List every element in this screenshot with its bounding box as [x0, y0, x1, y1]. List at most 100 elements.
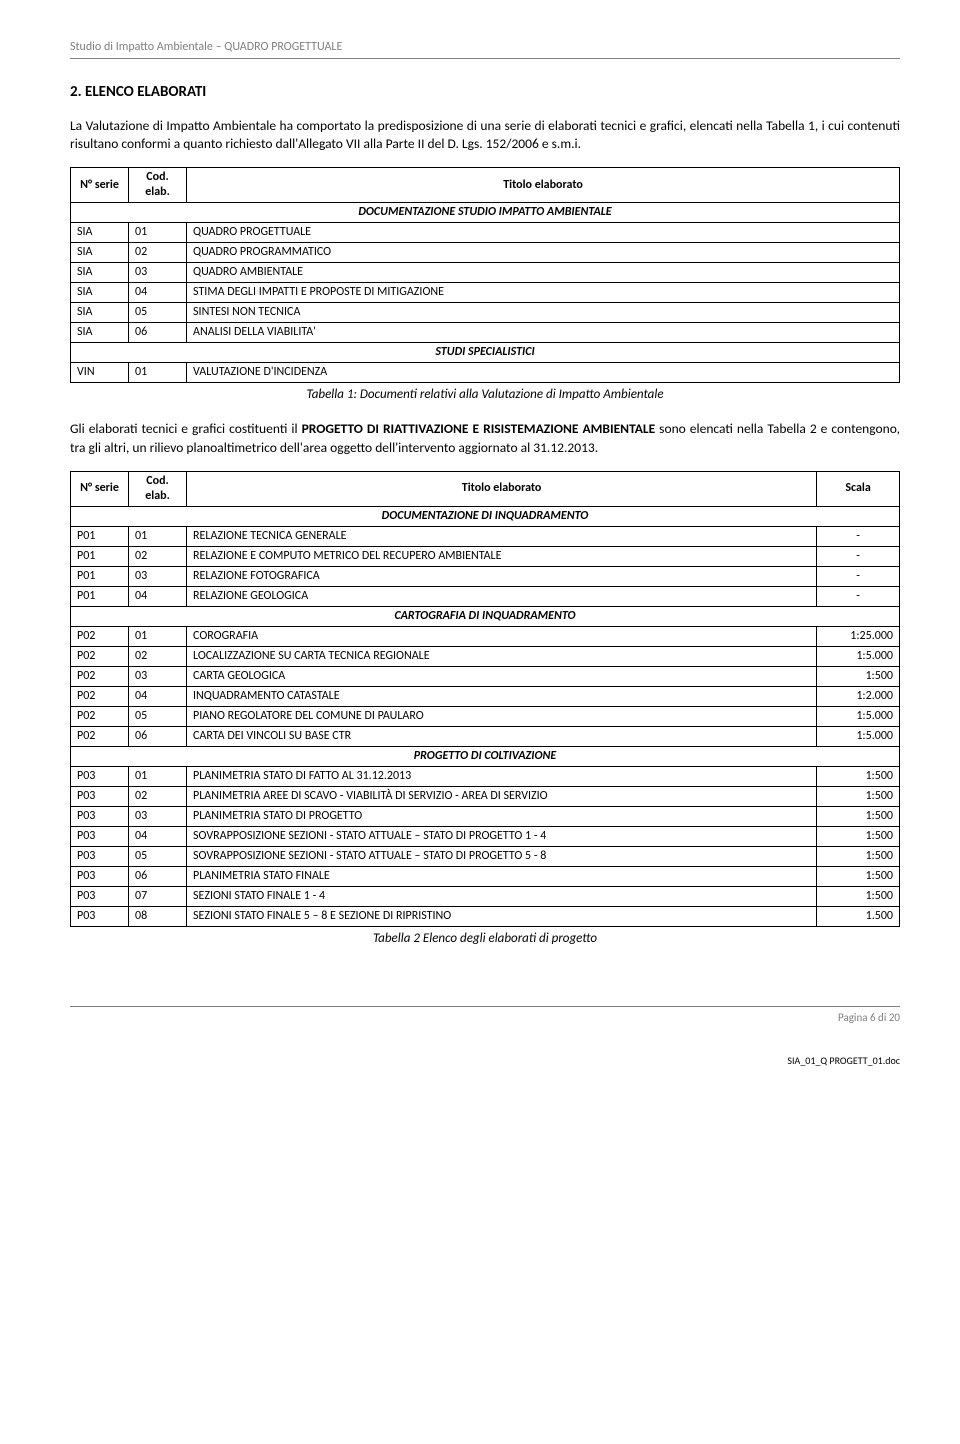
- para2-prefix: Gli elaborati tecnici e grafici costitue…: [70, 420, 302, 437]
- table-cell: CARTA DEI VINCOLI SU BASE CTR: [187, 726, 817, 746]
- table-cell: P02: [71, 706, 129, 726]
- table-cell: SIA: [71, 323, 129, 343]
- table-cell: RELAZIONE FOTOGRAFICA: [187, 566, 817, 586]
- section-title: 2. ELENCO ELABORATI: [70, 83, 900, 101]
- table-section-cell: STUDI SPECIALISTICI: [71, 343, 900, 363]
- table-cell: 06: [129, 726, 187, 746]
- table-row: SIA04STIMA DEGLI IMPATTI E PROPOSTE DI M…: [71, 283, 900, 303]
- table-cell: 01: [129, 766, 187, 786]
- table-cell: 04: [129, 283, 187, 303]
- table-row: SIA05SINTESI NON TECNICA: [71, 303, 900, 323]
- table-cell: 01: [129, 363, 187, 383]
- table-cell: QUADRO AMBIENTALE: [187, 263, 900, 283]
- table-cell: SINTESI NON TECNICA: [187, 303, 900, 323]
- table-cell: 1:5.000: [817, 646, 900, 666]
- table-cell: 03: [129, 806, 187, 826]
- table-section-cell: DOCUMENTAZIONE STUDIO IMPATTO AMBIENTALE: [71, 203, 900, 223]
- table-row: P0205PIANO REGOLATORE DEL COMUNE DI PAUL…: [71, 706, 900, 726]
- table-cell: PLANIMETRIA STATO DI FATTO AL 31.12.2013: [187, 766, 817, 786]
- table-section-row: DOCUMENTAZIONE STUDIO IMPATTO AMBIENTALE: [71, 203, 900, 223]
- table-cell: 02: [129, 646, 187, 666]
- table-cell: P02: [71, 626, 129, 646]
- table-cell: P01: [71, 526, 129, 546]
- table-row: P0102RELAZIONE E COMPUTO METRICO DEL REC…: [71, 546, 900, 566]
- table-cell: P02: [71, 666, 129, 686]
- table-cell: RELAZIONE E COMPUTO METRICO DEL RECUPERO…: [187, 546, 817, 566]
- table-cell: P03: [71, 786, 129, 806]
- table-cell: 03: [129, 263, 187, 283]
- para2-bold: PROGETTO DI RIATTIVAZIONE E RISISTEMAZIO…: [302, 420, 656, 437]
- table-cell: SIA: [71, 303, 129, 323]
- table-cell: 1:500: [817, 786, 900, 806]
- table-1: N° serie Cod. elab. Titolo elaborato DOC…: [70, 167, 900, 383]
- table-cell: PLANIMETRIA STATO DI PROGETTO: [187, 806, 817, 826]
- table-2: N° serie Cod. elab. Titolo elaborato Sca…: [70, 471, 900, 927]
- table-cell: P03: [71, 766, 129, 786]
- table-1-caption: Tabella 1: Documenti relativi alla Valut…: [70, 387, 900, 402]
- table-section-cell: DOCUMENTAZIONE DI INQUADRAMENTO: [71, 506, 900, 526]
- page-header: Studio di Impatto Ambientale – QUADRO PR…: [70, 40, 900, 59]
- table-row: SIA03QUADRO AMBIENTALE: [71, 263, 900, 283]
- table-cell: P03: [71, 866, 129, 886]
- t2-head-title: Titolo elaborato: [187, 471, 817, 506]
- t1-head-cod: Cod. elab.: [129, 168, 187, 203]
- table-row: P0101RELAZIONE TECNICA GENERALE-: [71, 526, 900, 546]
- table-cell: P03: [71, 906, 129, 926]
- table-cell: LOCALIZZAZIONE SU CARTA TECNICA REGIONAL…: [187, 646, 817, 666]
- table-2-caption: Tabella 2 Elenco degli elaborati di prog…: [70, 931, 900, 946]
- table-section-cell: PROGETTO DI COLTIVAZIONE: [71, 746, 900, 766]
- table-cell: SIA: [71, 263, 129, 283]
- table-cell: STIMA DEGLI IMPATTI E PROPOSTE DI MITIGA…: [187, 283, 900, 303]
- table-cell: 05: [129, 303, 187, 323]
- table-cell: SEZIONI STATO FINALE 1 - 4: [187, 886, 817, 906]
- t2-head-n: N° serie: [71, 471, 129, 506]
- table-cell: 07: [129, 886, 187, 906]
- table-cell: P03: [71, 846, 129, 866]
- table-cell: 04: [129, 826, 187, 846]
- table-cell: 1:500: [817, 766, 900, 786]
- table-cell: 06: [129, 866, 187, 886]
- table-cell: QUADRO PROGRAMMATICO: [187, 243, 900, 263]
- table-cell: P02: [71, 726, 129, 746]
- table-cell: PLANIMETRIA STATO FINALE: [187, 866, 817, 886]
- table-cell: -: [817, 546, 900, 566]
- table-cell: 04: [129, 586, 187, 606]
- table-section-row: CARTOGRAFIA DI INQUADRAMENTO: [71, 606, 900, 626]
- table-cell: 05: [129, 846, 187, 866]
- table-row: P0203CARTA GEOLOGICA1:500: [71, 666, 900, 686]
- table-cell: 03: [129, 666, 187, 686]
- table-section-row: STUDI SPECIALISTICI: [71, 343, 900, 363]
- table-row: P0206CARTA DEI VINCOLI SU BASE CTR1:5.00…: [71, 726, 900, 746]
- table-cell: P03: [71, 806, 129, 826]
- table-cell: 1:25.000: [817, 626, 900, 646]
- table-section-row: PROGETTO DI COLTIVAZIONE: [71, 746, 900, 766]
- table-row: P0306PLANIMETRIA STATO FINALE1:500: [71, 866, 900, 886]
- table-cell: RELAZIONE GEOLOGICA: [187, 586, 817, 606]
- table-cell: P01: [71, 566, 129, 586]
- table-cell: QUADRO PROGETTUALE: [187, 223, 900, 243]
- page-number: Pagina 6 di 20: [70, 1011, 900, 1024]
- table-cell: 06: [129, 323, 187, 343]
- intro-paragraph-2: Gli elaborati tecnici e grafici costitue…: [70, 420, 900, 456]
- table-cell: -: [817, 566, 900, 586]
- table-row: P0202LOCALIZZAZIONE SU CARTA TECNICA REG…: [71, 646, 900, 666]
- table-cell: 01: [129, 626, 187, 646]
- table-cell: 08: [129, 906, 187, 926]
- t1-head-title: Titolo elaborato: [187, 168, 900, 203]
- table-row: P0304SOVRAPPOSIZIONE SEZIONI - STATO ATT…: [71, 826, 900, 846]
- table-row: P0104RELAZIONE GEOLOGICA-: [71, 586, 900, 606]
- table-cell: SEZIONI STATO FINALE 5 – 8 E SEZIONE DI …: [187, 906, 817, 926]
- table-section-cell: CARTOGRAFIA DI INQUADRAMENTO: [71, 606, 900, 626]
- table-cell: SOVRAPPOSIZIONE SEZIONI - STATO ATTUALE …: [187, 846, 817, 866]
- table-section-row: DOCUMENTAZIONE DI INQUADRAMENTO: [71, 506, 900, 526]
- table-cell: 1:500: [817, 866, 900, 886]
- table-cell: 1:5.000: [817, 726, 900, 746]
- table-row: SIA06ANALISI DELLA VIABILITA': [71, 323, 900, 343]
- table-cell: 03: [129, 566, 187, 586]
- table-row: SIA01QUADRO PROGETTUALE: [71, 223, 900, 243]
- table-cell: RELAZIONE TECNICA GENERALE: [187, 526, 817, 546]
- table-cell: SIA: [71, 223, 129, 243]
- t2-head-scala: Scala: [817, 471, 900, 506]
- table-row: P0204INQUADRAMENTO CATASTALE1:2.000: [71, 686, 900, 706]
- table-cell: 1:500: [817, 826, 900, 846]
